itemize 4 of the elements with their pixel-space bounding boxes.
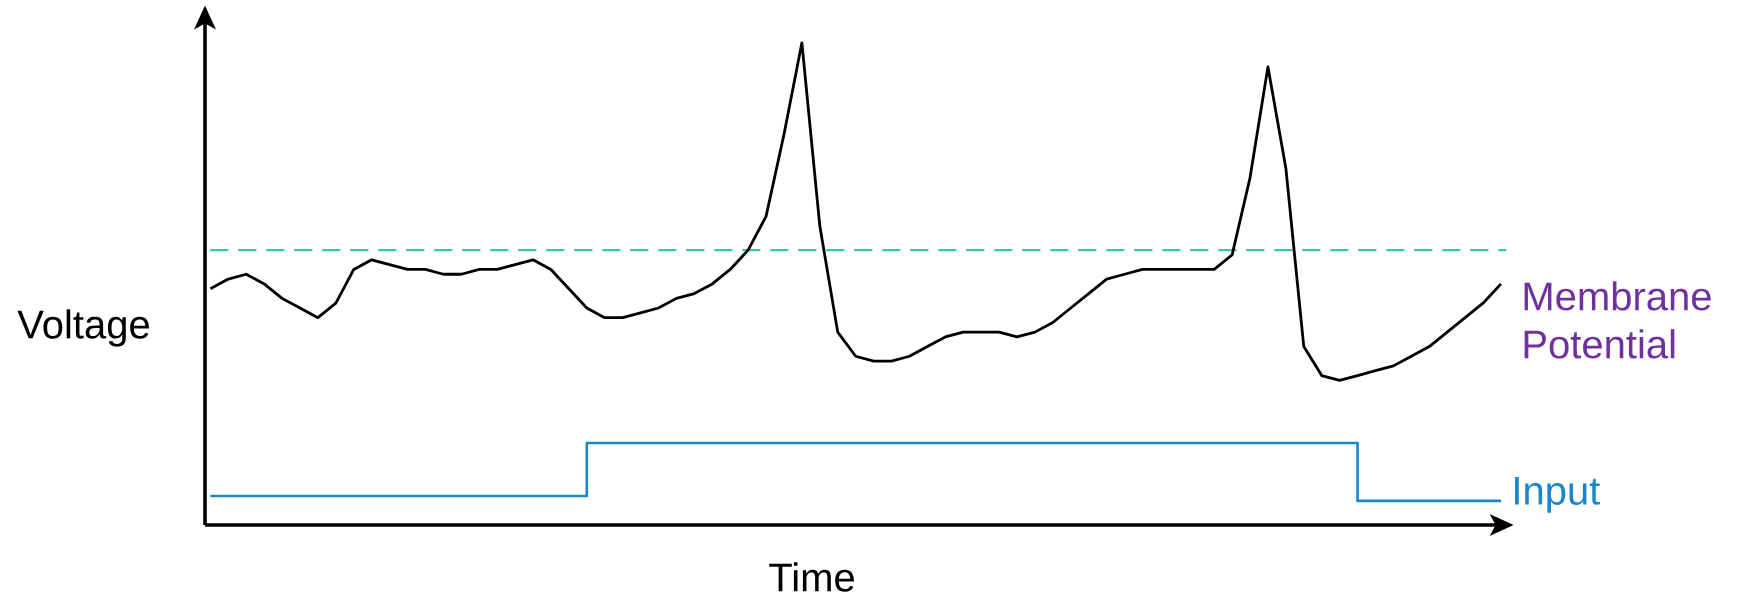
y-axis-title: Voltage xyxy=(17,309,149,347)
series-label: Input xyxy=(1515,476,1600,513)
series-label: Membrane Potential xyxy=(1524,281,1711,359)
x-axis-title: Time xyxy=(769,562,854,592)
